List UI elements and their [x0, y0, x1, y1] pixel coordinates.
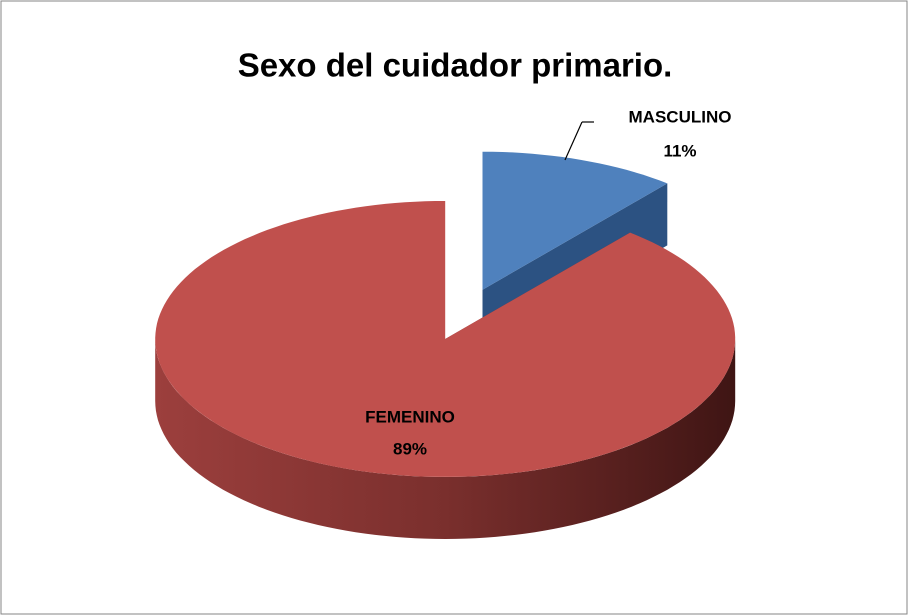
slice — [482, 151, 668, 290]
data-label: 11% — [663, 141, 696, 160]
chart-title: Sexo del cuidador primario. — [238, 47, 673, 84]
data-label: MASCULINO — [629, 107, 732, 126]
slice-side — [155, 339, 736, 539]
slice — [155, 201, 736, 477]
data-label: FEMENINO — [365, 407, 455, 426]
pie — [155, 151, 736, 539]
data-label: 89% — [393, 439, 427, 458]
leader-line — [564, 121, 583, 161]
